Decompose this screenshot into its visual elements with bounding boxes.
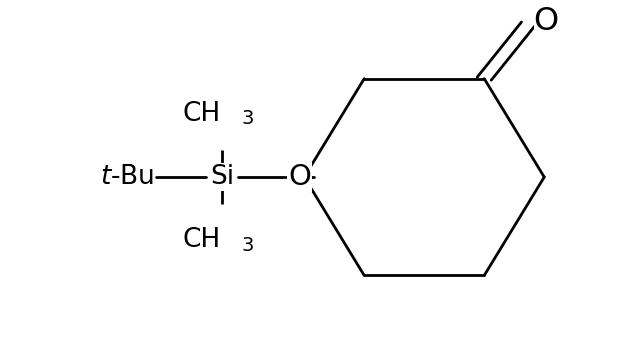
Text: 3: 3 — [241, 109, 253, 128]
Text: Si: Si — [210, 164, 234, 190]
Text: CH: CH — [182, 101, 221, 127]
Text: $\mathit{t}$-Bu: $\mathit{t}$-Bu — [100, 164, 154, 190]
Text: O: O — [534, 7, 559, 38]
Text: 3: 3 — [241, 236, 253, 255]
Text: CH: CH — [182, 228, 221, 253]
Text: O: O — [289, 163, 311, 191]
